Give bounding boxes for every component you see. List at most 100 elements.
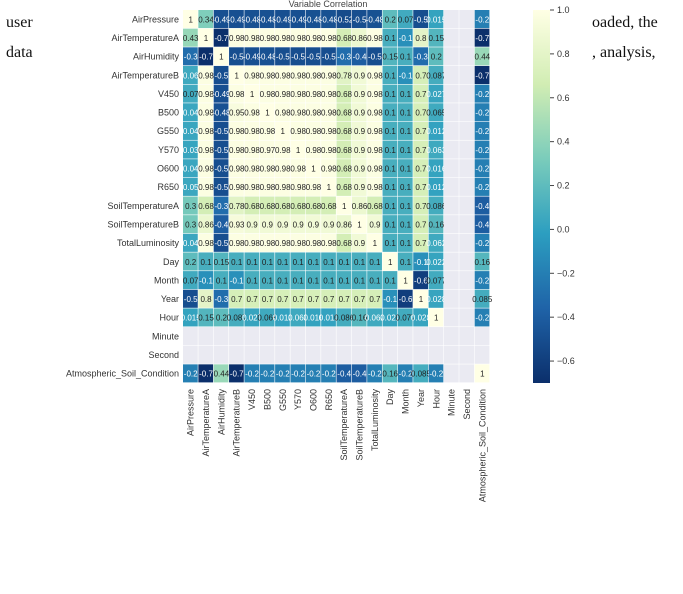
heatmap-cell bbox=[351, 364, 367, 383]
cell-value: 0.028 bbox=[426, 295, 447, 304]
cell-value: 0.68 bbox=[336, 183, 352, 192]
colorbar-tick-label: −0.2 bbox=[557, 268, 575, 278]
heatmap-cell bbox=[198, 327, 214, 346]
heatmap-cell bbox=[351, 215, 367, 234]
cell-value: 0.16 bbox=[428, 220, 444, 229]
heatmap-cell bbox=[321, 121, 336, 140]
heatmap-cell bbox=[321, 65, 336, 84]
cell-value: -0.3 bbox=[337, 53, 351, 62]
heatmap-cell bbox=[259, 177, 275, 196]
cell-value: 0.7 bbox=[293, 295, 305, 304]
heatmap-cell bbox=[397, 159, 413, 178]
heatmap-cell bbox=[213, 177, 229, 196]
heatmap-cell bbox=[367, 233, 382, 252]
cell-value: 0.98 bbox=[198, 183, 214, 192]
heatmap-cell bbox=[413, 140, 428, 159]
cell-value: 0.98 bbox=[260, 71, 276, 80]
row-label: B500 bbox=[158, 108, 179, 118]
heatmap-cell bbox=[198, 271, 214, 290]
heatmap-cell bbox=[397, 289, 413, 308]
cell-value: 0.93 bbox=[229, 220, 245, 229]
heatmap-cell bbox=[397, 103, 413, 122]
heatmap-cell bbox=[183, 289, 198, 308]
cell-value: 0.98 bbox=[260, 183, 276, 192]
heatmap-cell bbox=[397, 10, 413, 29]
cell-value: -0.4 bbox=[353, 53, 367, 62]
heatmap-cell bbox=[290, 271, 306, 290]
cell-value: -0.49 bbox=[274, 15, 293, 24]
cell-value: 0.9 bbox=[262, 220, 274, 229]
heatmap-cell bbox=[428, 233, 444, 252]
heatmap-cell bbox=[321, 196, 336, 215]
heatmap-cell bbox=[321, 345, 336, 364]
cell-value: 0.98 bbox=[275, 34, 291, 43]
heatmap-cell bbox=[413, 271, 428, 290]
heatmap-cell bbox=[259, 140, 275, 159]
heatmap-cell bbox=[336, 327, 352, 346]
cell-value: 0.98 bbox=[244, 109, 260, 118]
heatmap-cell bbox=[290, 159, 306, 178]
cell-value: 1 bbox=[373, 239, 378, 248]
heatmap-cell bbox=[198, 121, 214, 140]
heatmap-cell bbox=[397, 345, 413, 364]
heatmap-cell bbox=[229, 364, 244, 383]
heatmap-cell bbox=[244, 103, 260, 122]
cell-value: 0.68 bbox=[336, 127, 352, 136]
heatmap-cell bbox=[183, 140, 198, 159]
cell-value: -0.7 bbox=[199, 53, 213, 62]
heatmap-cell bbox=[259, 308, 275, 327]
heatmap-cell bbox=[413, 47, 428, 66]
heatmap-cell bbox=[321, 177, 336, 196]
cell-value: 0.1 bbox=[385, 202, 397, 211]
cell-value: 0.98 bbox=[244, 183, 260, 192]
cell-value: 0.2 bbox=[185, 258, 197, 267]
cell-value: 0.98 bbox=[229, 34, 245, 43]
cell-value: 0.9 bbox=[354, 239, 366, 248]
heatmap-cell bbox=[229, 159, 244, 178]
cell-value: 0.7 bbox=[415, 239, 427, 248]
column-label: AirPressure bbox=[186, 389, 196, 436]
heatmap-cell bbox=[428, 308, 444, 327]
colorbar-ticks: −0.6 −0.4 −0.2 0.0 0.2 0.4 0.6 0.8 1.0 bbox=[550, 5, 575, 366]
cell-value: -0.48 bbox=[243, 15, 262, 24]
cell-value: 0.085 bbox=[411, 370, 432, 379]
heatmap-cell bbox=[351, 103, 367, 122]
cell-value: 1 bbox=[296, 146, 301, 155]
cell-value: -0.2 bbox=[245, 370, 259, 379]
cell-value: 0.07 bbox=[398, 15, 414, 24]
heatmap-cell bbox=[367, 65, 382, 84]
heatmap-cell bbox=[351, 159, 367, 178]
heatmap-cell bbox=[397, 47, 413, 66]
heatmap-cell bbox=[275, 233, 290, 252]
heatmap-cell bbox=[275, 103, 290, 122]
heatmap-cell bbox=[367, 345, 382, 364]
heatmap-cell bbox=[244, 65, 260, 84]
heatmap-cell bbox=[213, 196, 229, 215]
cell-value: 0.98 bbox=[321, 127, 337, 136]
cell-value: 0.1 bbox=[339, 258, 351, 267]
heatmap-cell bbox=[305, 28, 321, 47]
heatmap-cell bbox=[183, 252, 198, 271]
heatmap-cell bbox=[367, 215, 382, 234]
cell-value: 0.98 bbox=[321, 34, 337, 43]
cell-value: 0.98 bbox=[306, 146, 322, 155]
cell-value: 0.085 bbox=[472, 295, 493, 304]
cell-value: 1 bbox=[311, 165, 316, 174]
cell-value: 0.7 bbox=[247, 295, 259, 304]
cell-value: 0.1 bbox=[400, 183, 412, 192]
heatmap-cell bbox=[428, 364, 444, 383]
cell-value: 0.2 bbox=[385, 15, 397, 24]
cell-value: -0.5 bbox=[414, 15, 428, 24]
cell-value: 0.1 bbox=[339, 276, 351, 285]
heatmap-cell bbox=[443, 177, 459, 196]
heatmap-cell bbox=[290, 196, 306, 215]
cell-value: 0.016 bbox=[426, 165, 447, 174]
cell-value: 1 bbox=[434, 314, 439, 323]
cell-value: 0.15 bbox=[214, 258, 230, 267]
cell-value: 0.7 bbox=[231, 295, 243, 304]
heatmap-cell bbox=[428, 47, 444, 66]
heatmap-cell bbox=[213, 345, 229, 364]
cell-value: 0.34 bbox=[198, 15, 214, 24]
cell-value: 0.98 bbox=[198, 239, 214, 248]
heatmap-cell bbox=[290, 65, 306, 84]
